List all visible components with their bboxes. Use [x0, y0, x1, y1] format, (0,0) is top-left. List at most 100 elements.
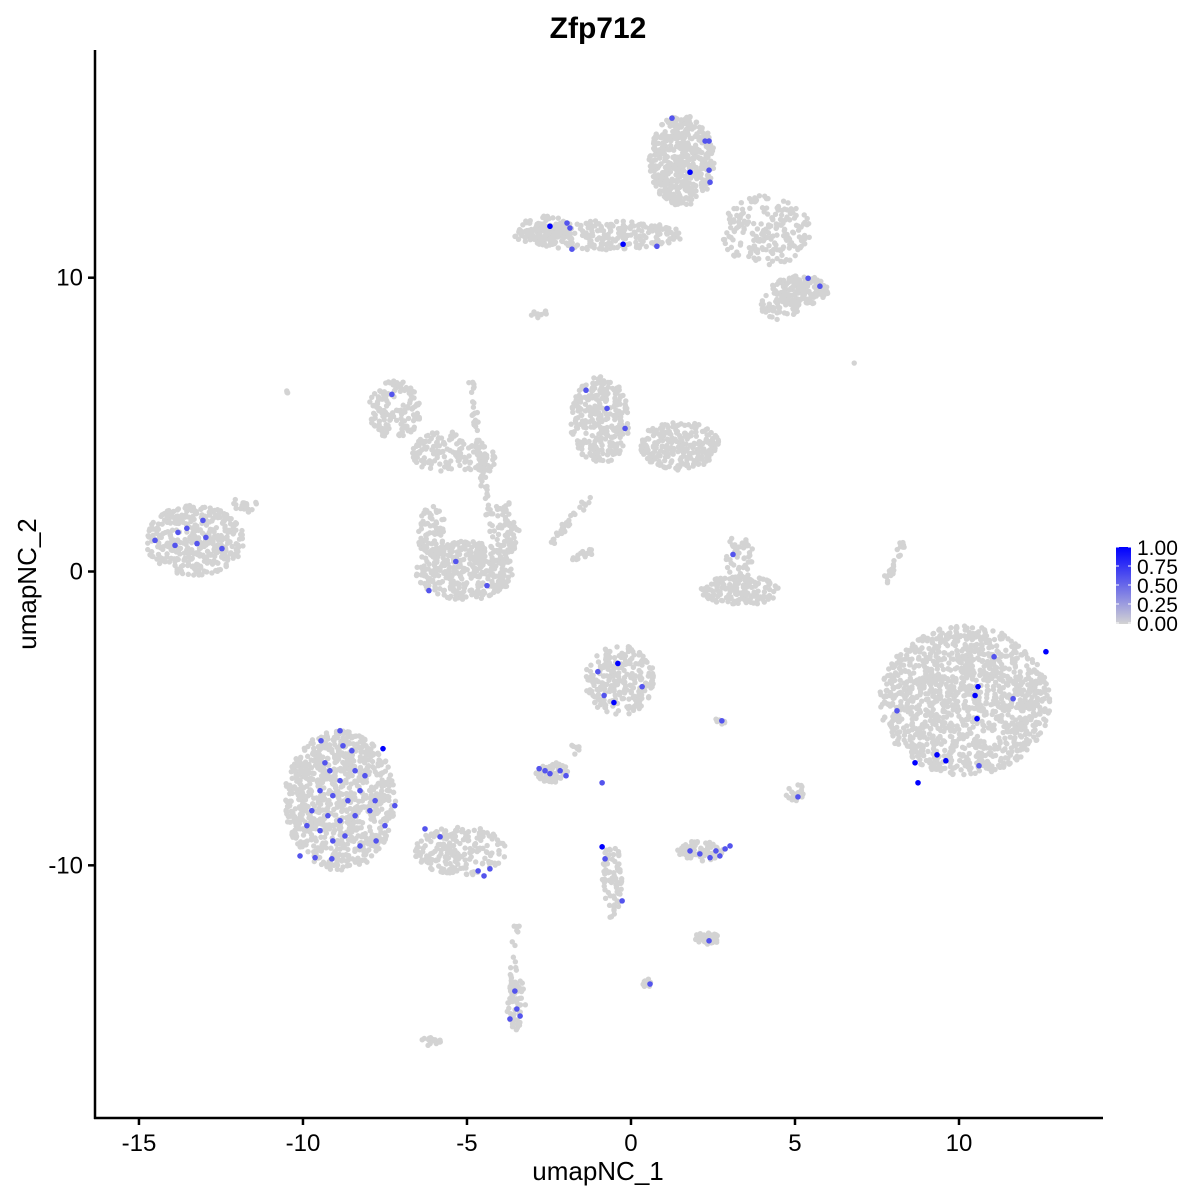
cell-point: [393, 417, 400, 424]
cell-point: [561, 229, 568, 236]
cell-point: [802, 219, 808, 226]
cell-point: [573, 419, 579, 426]
cell-point: [401, 387, 408, 394]
cell-point: [915, 743, 921, 749]
cell-point: [776, 304, 783, 311]
cell-point: [923, 657, 930, 664]
cell-point: [633, 239, 639, 246]
cell-point: [701, 461, 707, 468]
cell-point: [621, 654, 628, 661]
cell-point: [423, 446, 429, 452]
cell-point: [1024, 718, 1030, 725]
cell-point: [469, 591, 475, 598]
cell-point: [823, 284, 830, 290]
cell-point: [981, 723, 987, 729]
cell-point: [800, 292, 806, 299]
cell-point: [158, 513, 164, 520]
cell-point: [454, 541, 460, 547]
cell-point: [784, 311, 790, 317]
cell-point: [1008, 745, 1015, 751]
cell-point: [494, 506, 501, 513]
cell-point: [977, 668, 984, 674]
cell-point: [991, 668, 998, 674]
cell-point: [769, 215, 776, 221]
cell-point: [664, 436, 671, 443]
cell-point: [723, 594, 730, 601]
cell-point: [960, 759, 967, 766]
cell-point: [418, 522, 425, 528]
cell-point: [938, 741, 944, 747]
cell-point: [231, 552, 237, 558]
cell-point: [206, 529, 213, 536]
cell-point: [173, 513, 179, 520]
cell-point: [478, 563, 485, 570]
cell-point: [409, 406, 415, 412]
cell-point: [937, 733, 943, 740]
cell-point: [806, 288, 812, 295]
cell-point: [736, 575, 742, 581]
cell-point: [785, 200, 791, 206]
cell-point: [666, 119, 672, 125]
cell-point: [700, 448, 706, 454]
cell-point: [1026, 686, 1033, 693]
cell-point: [959, 744, 966, 750]
cell-point: [944, 703, 951, 710]
cell-point: [161, 517, 168, 523]
cell-point: [796, 277, 803, 283]
cell-point: [742, 597, 748, 603]
cell-point: [437, 585, 443, 592]
cell-point: [691, 458, 697, 464]
cell-point: [1005, 712, 1011, 718]
cell-point: [512, 233, 519, 239]
cell-point: [712, 432, 719, 439]
cell-point: [568, 429, 575, 436]
cell-point: [586, 419, 593, 425]
cell-point: [879, 701, 886, 707]
cell-point: [963, 754, 970, 761]
cell-point: [422, 438, 429, 445]
cell-point: [1024, 747, 1030, 753]
cell-point: [761, 599, 768, 605]
cell-point: [182, 505, 188, 511]
cell-point: [445, 552, 452, 559]
cell-point: [579, 412, 585, 419]
cell-point: [936, 683, 943, 690]
cell-point: [425, 432, 431, 439]
cell-point: [670, 154, 676, 161]
cell-point: [171, 556, 177, 562]
cell-point: [891, 684, 898, 691]
cell-point: [454, 580, 460, 586]
cell-point: [703, 155, 709, 162]
cell-point: [1033, 669, 1040, 675]
cell-point: [478, 583, 484, 589]
cell-point: [579, 383, 585, 390]
cell-point: [795, 287, 801, 294]
cell-point: [438, 468, 444, 474]
cell-point: [743, 574, 750, 580]
cell-point: [690, 463, 696, 469]
cell-point: [712, 445, 718, 451]
cell-point: [467, 571, 473, 578]
cell-point: [1012, 691, 1019, 697]
cell-point: [636, 667, 642, 674]
cell-point: [592, 699, 598, 706]
cell-point: [397, 388, 403, 394]
cell-point: [649, 452, 655, 458]
cell-point: [450, 541, 456, 547]
cell-point: [431, 562, 438, 568]
cell-point: [594, 653, 600, 659]
cell-point: [746, 244, 753, 251]
cell-point: [612, 399, 618, 405]
cell-point: [1025, 674, 1032, 681]
cell-point: [448, 466, 455, 472]
cell-point: [714, 584, 720, 591]
cell-point: [792, 309, 798, 315]
cell-point: [774, 232, 780, 238]
cell-point: [795, 246, 801, 253]
cell-point: [741, 226, 747, 233]
cell-point: [734, 598, 741, 604]
cell-point: [612, 665, 618, 671]
cell-point: [965, 660, 971, 666]
cell-point: [910, 670, 917, 676]
cell-point: [704, 426, 711, 432]
